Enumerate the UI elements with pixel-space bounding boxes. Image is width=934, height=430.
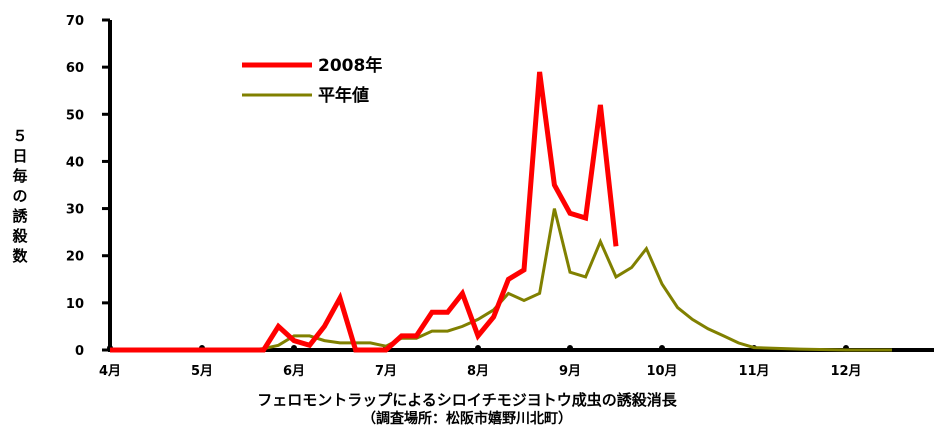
y-ticks: 0 10 20 30 40 50 60 70	[66, 14, 110, 359]
x-tick-label: 9月	[559, 364, 581, 379]
x-tick-dot	[567, 345, 573, 351]
x-ticks: 4月 5月 6月 7月 8月 9月 10月 11月 12月	[99, 345, 862, 379]
x-tick-label: 8月	[467, 364, 489, 379]
series-line-olive	[110, 208, 892, 352]
series-line-red	[110, 71, 619, 353]
x-tick-dot	[475, 345, 481, 351]
y-tick-label: 60	[66, 61, 84, 76]
x-tick-label: 11月	[738, 364, 769, 379]
x-tick-label: 4月	[99, 364, 121, 379]
x-tick-label: 12月	[830, 364, 861, 379]
y-tick-label: 50	[66, 108, 84, 123]
legend-label: 2008年	[318, 55, 382, 76]
chart-caption-line2: （調査場所：松阪市嬉野川北町）	[362, 411, 572, 427]
chart-caption-line1: フェロモントラップによるシロイチモジヨトウ成虫の誘殺消長	[257, 391, 677, 409]
y-tick-label: 10	[66, 297, 84, 312]
y-tick-label: 0	[75, 344, 84, 359]
y-axis-label-char: の	[12, 187, 28, 205]
y-axis-label-char: 毎	[12, 167, 28, 185]
y-tick-label: 70	[66, 14, 84, 29]
y-axis-label-char: 数	[12, 247, 28, 265]
x-tick-dot	[291, 345, 297, 351]
y-axis-label-char: ５	[12, 127, 28, 145]
line-chart: 0 10 20 30 40 50 60 70 4月 5月 6月 7月 8月 9月 10月 11月 12月 20…	[66, 14, 934, 379]
x-tick-label: 10月	[646, 364, 677, 379]
y-axis-label-char: 誘	[12, 207, 28, 225]
x-tick-label: 7月	[375, 364, 397, 379]
y-axis-label-char: 殺	[12, 227, 28, 245]
legend-label: 平年値	[318, 85, 369, 106]
x-tick-label: 6月	[283, 364, 305, 379]
x-tick-dot	[659, 345, 665, 351]
y-tick-label: 20	[66, 250, 84, 265]
y-tick-label: 30	[66, 203, 84, 218]
y-tick-label: 40	[66, 155, 84, 170]
y-axis-label-char: 日	[12, 147, 28, 165]
x-tick-label: 5月	[191, 364, 213, 379]
series-layer	[110, 71, 892, 353]
